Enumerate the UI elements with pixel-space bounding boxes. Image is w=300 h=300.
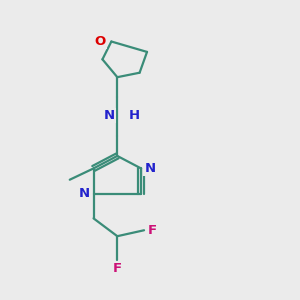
Text: H: H [129,109,140,122]
Text: O: O [94,35,106,48]
Text: N: N [79,188,90,200]
Text: N: N [144,162,156,175]
Text: F: F [113,262,122,275]
Text: N: N [103,109,115,122]
Text: F: F [148,224,157,237]
